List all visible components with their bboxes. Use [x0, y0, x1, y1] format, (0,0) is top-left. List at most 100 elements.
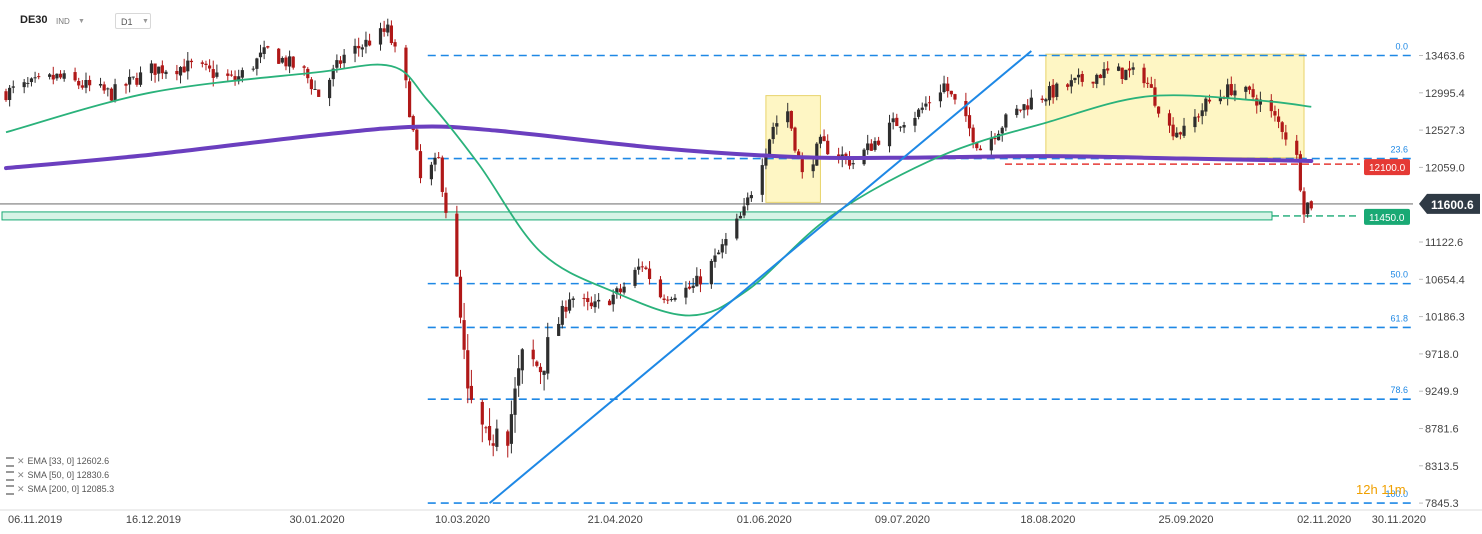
remove-icon[interactable]: ✕	[17, 456, 25, 466]
candle-body	[407, 81, 412, 118]
candle-body	[251, 68, 255, 70]
chevron-down-icon: ▼	[78, 18, 85, 25]
candle-body	[469, 385, 473, 400]
chevron-down-icon: ▼	[142, 18, 149, 25]
candle-body	[182, 66, 186, 73]
candle-body	[826, 140, 830, 155]
candle-body	[1055, 83, 1059, 97]
candle-body	[684, 287, 688, 298]
candle-body	[495, 428, 499, 447]
candle-body	[847, 157, 852, 166]
candle-body	[1258, 99, 1262, 105]
candle-body	[993, 137, 997, 140]
candle-body	[1131, 67, 1135, 70]
indicator-legend-sma50[interactable]: ✕ SMA [50, 0] 12830.6	[6, 470, 109, 481]
candle-body	[353, 45, 357, 54]
candle-body	[288, 56, 292, 67]
candle-body	[1080, 74, 1084, 82]
candle-body	[360, 47, 364, 50]
remove-icon[interactable]: ✕	[17, 484, 25, 494]
candle-body	[237, 76, 241, 82]
candle-body	[535, 361, 539, 366]
candle-body	[55, 73, 59, 79]
candle-body	[313, 88, 317, 90]
candle-body	[106, 88, 110, 90]
candle-body	[698, 276, 703, 285]
candle-body	[1102, 69, 1106, 78]
date-tick-label: 02.11.2020	[1297, 514, 1351, 526]
candle-body	[178, 67, 183, 76]
candle-body	[200, 62, 204, 64]
price-tick-label: 7845.3	[1425, 498, 1459, 510]
indicator-legend-ema33[interactable]: ✕ EMA [33, 0] 12602.6	[6, 456, 109, 467]
remove-icon[interactable]: ✕	[17, 470, 25, 480]
candle-body	[775, 123, 779, 127]
ema33-line	[5, 63, 1312, 317]
candle-body	[637, 266, 641, 270]
candle-body	[513, 388, 517, 415]
candle-body	[1167, 113, 1172, 126]
price-tick-label: 10186.3	[1425, 312, 1465, 324]
indicator-settings-icon[interactable]	[6, 456, 14, 467]
candle-body	[1120, 67, 1124, 80]
candle-body	[226, 73, 230, 76]
consolidation-box	[1045, 53, 1305, 159]
candle-body	[255, 58, 259, 69]
candle-body	[433, 157, 437, 165]
date-tick-label: 18.08.2020	[1020, 514, 1075, 526]
candle-body	[789, 110, 793, 129]
instrument-type-dropdown[interactable]: IND ▼	[56, 17, 85, 26]
candle-body	[1302, 191, 1306, 215]
candle-body	[284, 57, 288, 67]
candle-body	[938, 92, 943, 102]
candle-body	[80, 85, 84, 88]
candle-body	[967, 115, 972, 129]
candle-body	[877, 140, 881, 145]
price-tick-label: 13463.6	[1425, 51, 1465, 63]
candle-body	[1022, 104, 1026, 111]
candle-body	[444, 192, 448, 213]
indicator-settings-icon[interactable]	[6, 484, 14, 495]
indicator-legend-sma200[interactable]: ✕ SMA [200, 0] 12085.3	[6, 484, 114, 495]
candle-body	[331, 68, 335, 80]
candle-body	[1306, 202, 1310, 215]
candle-body	[48, 74, 52, 77]
timeframe-selector[interactable]: D1 ▼	[115, 13, 151, 29]
candle-body	[458, 276, 463, 318]
candle-body	[793, 127, 797, 151]
candle-body	[546, 337, 550, 374]
indicator-label: EMA [33, 0]	[27, 456, 75, 466]
indicator-label: SMA [50, 0]	[27, 470, 75, 480]
candle-body	[1229, 84, 1233, 96]
candle-body	[531, 349, 535, 360]
candle-body	[309, 79, 314, 90]
candle-body	[429, 164, 433, 180]
candle-body	[138, 72, 143, 85]
candle-body	[51, 74, 55, 80]
candle-body	[506, 431, 510, 446]
candle-body	[975, 142, 979, 149]
candle-body	[455, 213, 459, 277]
candle-body	[1156, 106, 1161, 114]
support-price-tag	[1364, 208, 1410, 225]
candle-body	[786, 111, 790, 123]
indicator-settings-icon[interactable]	[6, 470, 14, 481]
candle-body	[1066, 84, 1070, 87]
candle-body	[1146, 82, 1150, 84]
candle-body	[1095, 74, 1099, 84]
candle-body	[393, 42, 397, 47]
date-tick-label: 30.01.2020	[290, 514, 345, 526]
fib-level-label: 50.0	[1390, 270, 1408, 280]
candle-body	[1044, 99, 1048, 102]
candle-body	[233, 76, 237, 82]
candle-body	[382, 28, 386, 32]
candle-body	[997, 133, 1001, 141]
candle-body	[157, 66, 161, 74]
candle-body	[22, 82, 26, 88]
candle-body	[364, 39, 368, 47]
candle-body	[1171, 124, 1175, 137]
candle-body	[560, 305, 564, 325]
candle-body	[669, 299, 673, 301]
candle-body	[208, 65, 212, 69]
